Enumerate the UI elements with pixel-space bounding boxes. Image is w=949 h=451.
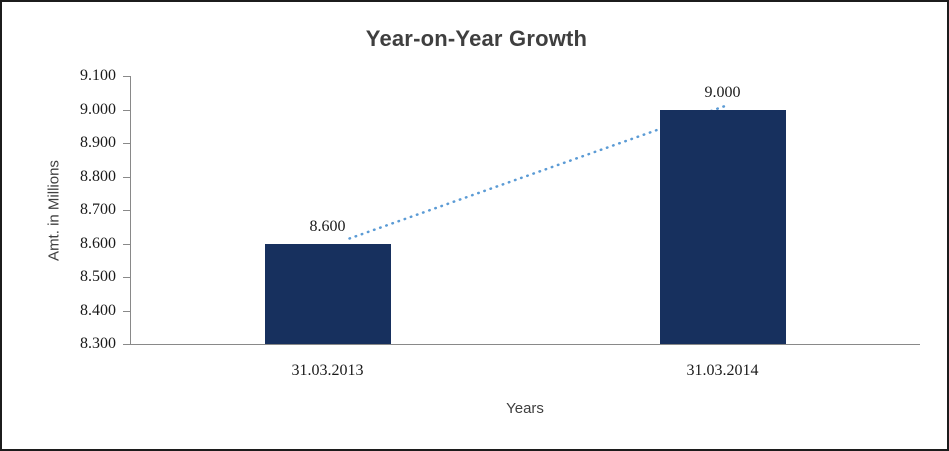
y-tick-label: 8.900: [80, 134, 116, 151]
y-tick-mark: [123, 143, 130, 144]
x-tick-label: 31.03.2014: [686, 362, 759, 379]
y-tick-label: 8.300: [80, 335, 116, 352]
y-tick-label: 8.600: [80, 234, 116, 252]
x-axis-line: [130, 344, 920, 345]
x-axis-title: Years: [506, 400, 544, 417]
y-tick-label: 8.400: [80, 301, 116, 319]
y-tick-label: 9.000: [80, 100, 116, 118]
bar-value-label: 8.600: [309, 217, 346, 235]
y-tick-mark: [123, 176, 130, 178]
bar: [264, 243, 391, 344]
y-axis-line: [130, 76, 131, 344]
y-tick-mark: [123, 344, 130, 345]
y-tick-mark: [123, 310, 130, 312]
y-tick-label: 8.700: [80, 201, 116, 218]
y-tick-mark: [123, 243, 130, 245]
chart-title: Year-on-Year Growth: [365, 26, 588, 51]
y-tick-mark: [123, 109, 130, 111]
y-tick-label: 9.100: [80, 67, 116, 84]
bar-value-label: 9.000: [704, 83, 741, 101]
y-tick-mark: [123, 277, 130, 278]
y-tick-mark: [123, 210, 130, 211]
y-tick-label: 8.500: [80, 268, 116, 285]
x-tick-label: 31.03.2013: [291, 362, 364, 379]
y-tick-label: 8.800: [80, 167, 116, 185]
y-tick-mark: [123, 76, 130, 77]
bar: [659, 109, 786, 344]
